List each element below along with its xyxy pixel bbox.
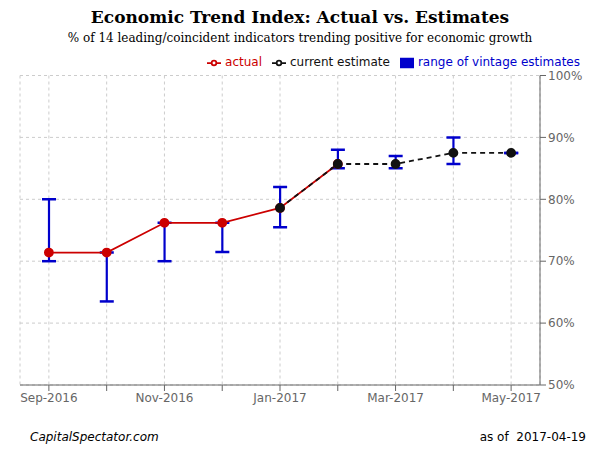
svg-text:Sep-2016: Sep-2016 [20,391,78,405]
html-text:range of vintage estimates: range of vintage estimates [417,55,580,69]
svg-text:May-2017: May-2017 [481,391,540,405]
svg-text:80%: 80% [548,193,575,207]
svg-text:90%: 90% [548,131,575,145]
html-text:actual: actual [225,55,262,69]
svg-text:70%: 70% [548,254,575,268]
svg-text:Mar-2017: Mar-2017 [367,391,424,405]
html-text:CapitalSpectator.com: CapitalSpectator.com [30,430,159,444]
svg-text:Jan-2017: Jan-2017 [252,391,306,405]
html-text:% of 14 leading/coincident ind: % of 14 leading/coincident indicators tr… [67,31,533,45]
html-text:as of 2017-04-19: as of 2017-04-19 [479,430,586,444]
svg-text:Nov-2016: Nov-2016 [135,391,193,405]
svg-text:100%: 100% [548,69,582,83]
svg-text:50%: 50% [548,378,575,392]
html-text:current estimate: current estimate [290,55,390,69]
svg-text:60%: 60% [548,316,575,330]
html-text:Economic Trend Index: Actual v: Economic Trend Index: Actual vs. Estimat… [90,7,510,27]
